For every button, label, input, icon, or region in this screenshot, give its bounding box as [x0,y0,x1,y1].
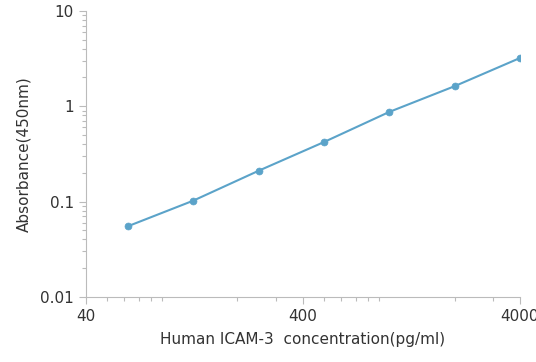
Y-axis label: Absorbance(450nm): Absorbance(450nm) [17,76,32,232]
X-axis label: Human ICAM-3  concentration(pg/ml): Human ICAM-3 concentration(pg/ml) [160,332,445,347]
